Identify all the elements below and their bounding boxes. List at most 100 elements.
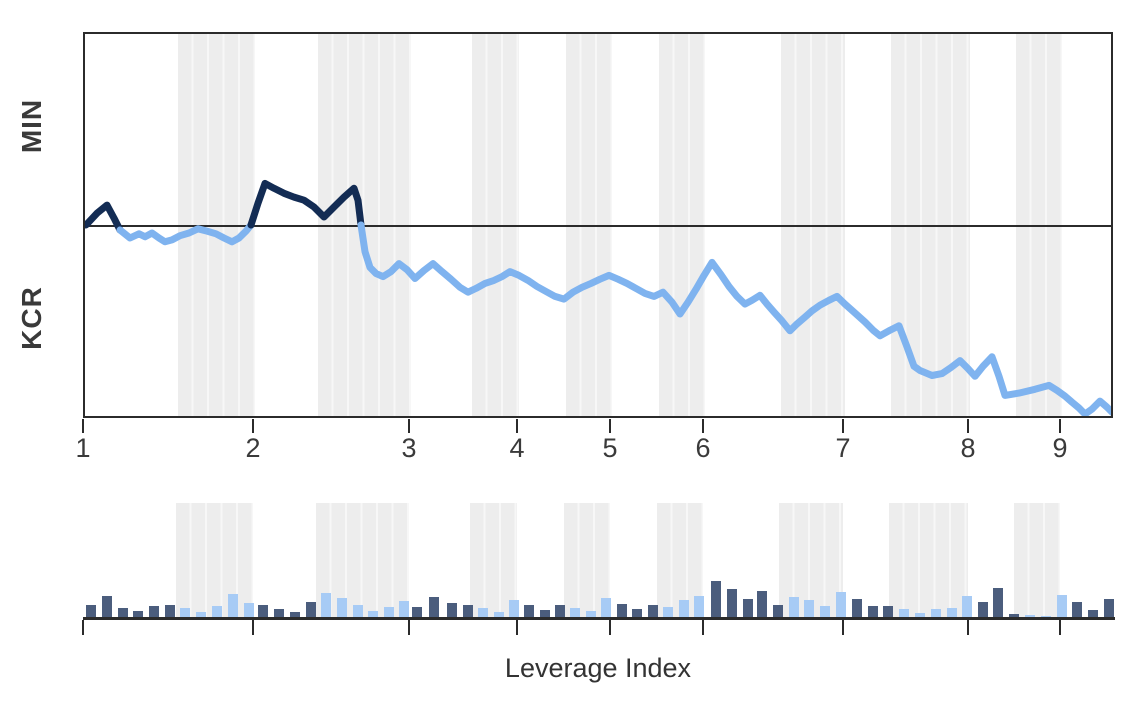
leverage-bar-kcr	[399, 601, 409, 618]
inning-tick	[609, 419, 611, 433]
break-even-line	[85, 225, 1111, 227]
inning-tick	[842, 419, 844, 433]
leverage-bar-kcr	[478, 608, 488, 618]
leverage-bar-min	[852, 599, 862, 618]
leverage-bar-min	[524, 605, 534, 618]
inning-tick-label: 7	[835, 433, 851, 463]
leverage-index-panel	[83, 503, 1114, 618]
leverage-tick	[408, 620, 410, 635]
inning-tick	[408, 419, 410, 433]
leverage-bar-kcr	[212, 606, 222, 618]
win-prob-segment-min	[85, 201, 124, 234]
y-axis-label-kcr: KCR	[16, 286, 47, 350]
leverage-bar-min	[993, 588, 1003, 618]
leverage-bar-min	[743, 599, 753, 618]
leverage-bar-kcr	[196, 612, 206, 618]
half-inning-band	[470, 503, 517, 618]
leverage-bar-kcr	[586, 611, 596, 618]
leverage-bar-kcr	[601, 598, 611, 618]
win-prob-segment-kcr	[357, 221, 1111, 416]
leverage-bar-min	[617, 604, 627, 618]
y-axis-label-min: MIN	[16, 98, 47, 154]
leverage-bar-min	[447, 603, 457, 618]
leverage-tick	[842, 620, 844, 635]
leverage-bar-kcr	[337, 598, 347, 618]
leverage-bar-kcr	[820, 606, 830, 618]
leverage-bar-min	[1009, 614, 1019, 618]
leverage-bar-min	[1072, 602, 1082, 618]
half-inning-band	[1014, 503, 1060, 618]
leverage-bar-min	[133, 611, 143, 618]
win-prob-segment-kcr	[116, 221, 255, 246]
leverage-tick	[967, 620, 969, 635]
leverage-bar-min	[711, 581, 721, 618]
leverage-bar-kcr	[962, 596, 972, 618]
leverage-bar-min	[1088, 610, 1098, 618]
leverage-bar-kcr	[509, 600, 519, 618]
half-inning-band	[176, 503, 253, 618]
leverage-bar-min	[463, 605, 473, 618]
leverage-bar-min	[306, 602, 316, 618]
leverage-bar-min	[149, 606, 159, 618]
leverage-tick	[252, 620, 254, 635]
leverage-bar-min	[555, 605, 565, 618]
leverage-axis-line	[83, 617, 1115, 620]
inning-tick	[252, 419, 254, 433]
leverage-bar-min	[412, 607, 422, 618]
leverage-bar-kcr	[663, 607, 673, 618]
leverage-bar-kcr	[244, 603, 254, 618]
leverage-bar-kcr	[570, 608, 580, 618]
leverage-bar-kcr	[1057, 595, 1067, 618]
leverage-bar-kcr	[947, 608, 957, 618]
leverage-bar-min	[258, 605, 268, 618]
inning-tick-label: 5	[602, 433, 618, 463]
leverage-tick	[702, 620, 704, 635]
leverage-bar-min	[978, 602, 988, 618]
leverage-bar-min	[632, 609, 642, 618]
leverage-bar-kcr	[228, 594, 238, 618]
inning-tick-label: 8	[960, 433, 976, 463]
leverage-bar-min	[540, 610, 550, 618]
leverage-bar-kcr	[789, 597, 799, 618]
leverage-bar-kcr	[899, 609, 909, 618]
leverage-bar-min	[102, 596, 112, 618]
inning-tick	[967, 419, 969, 433]
leverage-bar-kcr	[321, 593, 331, 618]
inning-tick-label: 3	[401, 433, 417, 463]
win-prob-segment-min	[247, 179, 365, 229]
leverage-bar-min	[429, 597, 439, 618]
leverage-bar-kcr	[915, 613, 925, 618]
leverage-bar-kcr	[836, 592, 846, 618]
inning-tick-label: 1	[75, 433, 91, 463]
leverage-bar-min	[883, 606, 893, 618]
leverage-bar-kcr	[494, 612, 504, 618]
leverage-bar-min	[165, 605, 175, 618]
leverage-bar-min	[290, 612, 300, 618]
leverage-bar-min	[86, 605, 96, 618]
leverage-bar-min	[274, 609, 284, 618]
inning-tick-label: 6	[695, 433, 711, 463]
inning-tick-label: 9	[1052, 433, 1068, 463]
leverage-bar-kcr	[180, 608, 190, 618]
x-axis-title: Leverage Index	[504, 653, 692, 683]
leverage-tick	[609, 620, 611, 635]
leverage-bar-min	[118, 608, 128, 618]
leverage-bar-kcr	[368, 611, 378, 618]
half-inning-band	[889, 503, 968, 618]
leverage-bar-min	[1104, 599, 1114, 618]
leverage-bar-kcr	[679, 600, 689, 618]
leverage-bar-min	[757, 591, 767, 618]
inning-tick	[516, 419, 518, 433]
leverage-bar-kcr	[931, 609, 941, 618]
leverage-tick	[516, 620, 518, 635]
inning-tick	[82, 419, 84, 433]
leverage-bar-kcr	[1025, 615, 1035, 618]
leverage-bar-kcr	[353, 605, 363, 618]
inning-tick-label: 4	[509, 433, 525, 463]
leverage-tick	[1059, 620, 1061, 635]
leverage-bar-kcr	[694, 596, 704, 618]
leverage-bar-kcr	[384, 607, 394, 618]
leverage-bar-min	[868, 606, 878, 618]
inning-tick-label: 2	[245, 433, 261, 463]
